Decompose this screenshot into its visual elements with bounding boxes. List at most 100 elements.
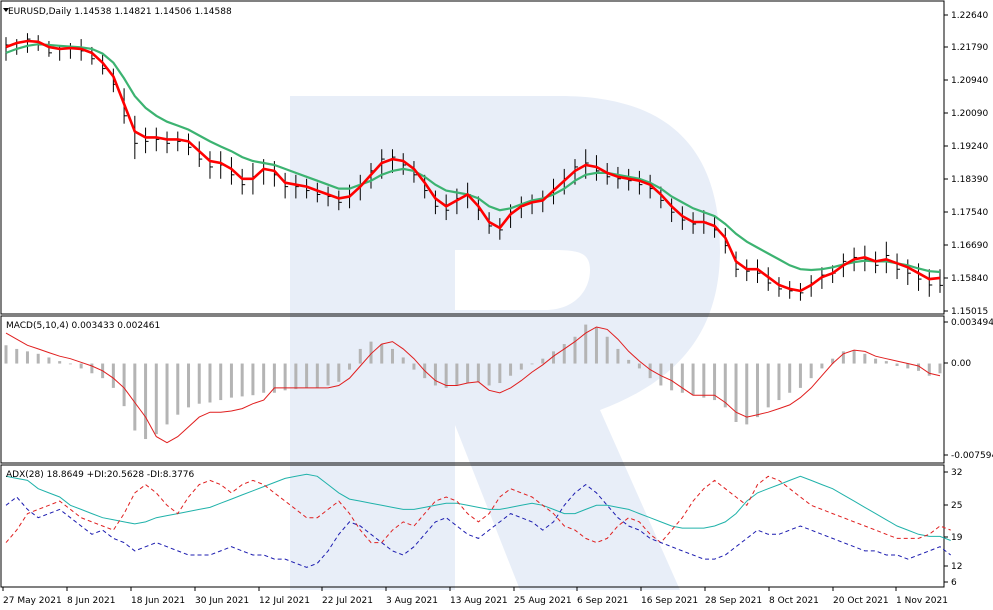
macd-histogram-bar [723,363,727,408]
macd-histogram-bar [401,357,405,364]
macd-histogram-bar [390,348,394,364]
adx-tick-label: 32 [951,468,962,478]
macd-histogram-bar [36,353,40,364]
adx-tick-label: 25 [951,501,962,511]
adx-tick-label: 12 [951,562,962,572]
time-tick-label: 20 Oct 2021 [833,596,889,606]
macd-histogram-bar [133,363,137,431]
price-tick-label: 1.22640 [951,11,988,21]
macd-histogram-bar [47,357,51,364]
macd-histogram-bar [627,359,631,364]
macd-histogram-bar [111,363,115,388]
macd-histogram-bar [144,363,148,440]
macd-histogram-bar [294,363,298,390]
macd-histogram-bar [412,363,416,370]
price-tick-label: 1.18390 [951,175,988,185]
macd-histogram-bar [4,345,8,364]
macd-histogram-bar [15,348,19,364]
macd-histogram-bar [884,361,888,364]
macd-histogram-bar [938,363,942,374]
plus-di-line [5,475,951,544]
macd-histogram-bar [262,363,266,393]
time-tick-label: 8 Oct 2021 [769,596,819,606]
price-bar [48,41,52,57]
macd-histogram-bar [176,363,180,415]
macd-histogram-bar [927,363,931,376]
macd-histogram-bar [820,363,824,369]
macd-histogram-bar [637,363,641,369]
macd-histogram-bar [562,344,566,364]
collapse-triangle-icon[interactable] [3,8,9,12]
macd-panel: MACD(5,10,4) 0.003433 0.002461 0.0034940… [0,315,993,464]
time-tick-label: 28 Sep 2021 [705,596,762,606]
macd-histogram-bar [251,363,255,396]
macd-histogram-bar [498,363,502,384]
macd-histogram-bar [852,350,856,364]
price-tick-label: 1.20940 [951,76,988,86]
macd-histogram-bar [466,363,470,384]
price-bar [209,151,213,179]
price-bar [767,267,772,291]
macd-histogram-bar [337,363,341,382]
macd-histogram-bar [863,353,867,364]
macd-histogram-bar [530,363,534,365]
time-tick-label: 27 May 2021 [3,596,62,606]
macd-histogram-bar [659,363,663,386]
adx-panel: ADX(28) 18.8649 +DI:20.5628 -DI:8.3776 3… [0,464,963,588]
time-tick-label: 16 Sep 2021 [641,596,698,606]
macd-histogram-bar [734,363,738,422]
price-bar [69,43,74,59]
macd-histogram-bar [541,358,545,364]
price-bar [59,44,63,61]
macd-histogram-bar [455,363,459,386]
macd-histogram-bar [154,363,158,435]
price-tick-label: 1.17540 [951,208,988,218]
macd-histogram-bar [798,363,802,388]
macd-histogram-bar [841,351,845,364]
macd-histogram-bar [476,363,480,382]
macd-axis: 0.003494 0.00 -0.007594 [944,318,993,461]
time-tick-label: 22 Jul 2021 [322,596,373,606]
macd-histogram-bar [219,363,223,401]
macd-histogram-bar [229,363,233,398]
price-bar [338,190,342,211]
macd-histogram-bar [187,363,191,408]
price-bar [284,172,289,199]
macd-histogram-bar [788,363,792,393]
macd-histogram-bar [713,363,717,401]
time-tick-label: 3 Aug 2021 [386,596,438,606]
price-bar [681,206,686,230]
macd-histogram-bar [58,361,62,364]
time-tick-label: 6 Sep 2021 [577,596,628,606]
macd-histogram-bar [79,363,83,369]
macd-histogram-bar [874,358,878,364]
price-bar [145,127,149,154]
macd-histogram-bar [369,341,373,364]
macd-histogram-bar [305,363,309,388]
macd-histogram-bar [702,363,706,398]
price-bar [316,182,321,203]
macd-histogram-bar [895,363,899,366]
macd-histogram-bar [487,363,491,386]
price-bar [735,251,740,278]
macd-signal-line [5,326,941,444]
price-bar [391,149,396,173]
fast-moving-average-line [5,39,941,293]
price-bar [166,131,171,154]
slow-moving-average-line [5,43,941,274]
adx-panel-frame [0,464,945,588]
macd-histogram-bar [358,348,362,364]
macd-histogram-bar [519,363,523,370]
broker-logo-r-shape [290,96,720,590]
time-tick-label: 30 Jun 2021 [195,596,249,606]
price-bar [188,133,192,156]
price-bar [939,269,943,293]
macd-histogram-bar [348,363,352,370]
adx-axis: 32 25 19 12 6 [944,468,963,588]
macd-histogram-bar [648,363,652,379]
price-bar [241,168,246,195]
price-bar [402,153,407,175]
adx-line [5,473,951,541]
price-bar [306,178,310,199]
macd-histogram-bar [831,358,835,364]
